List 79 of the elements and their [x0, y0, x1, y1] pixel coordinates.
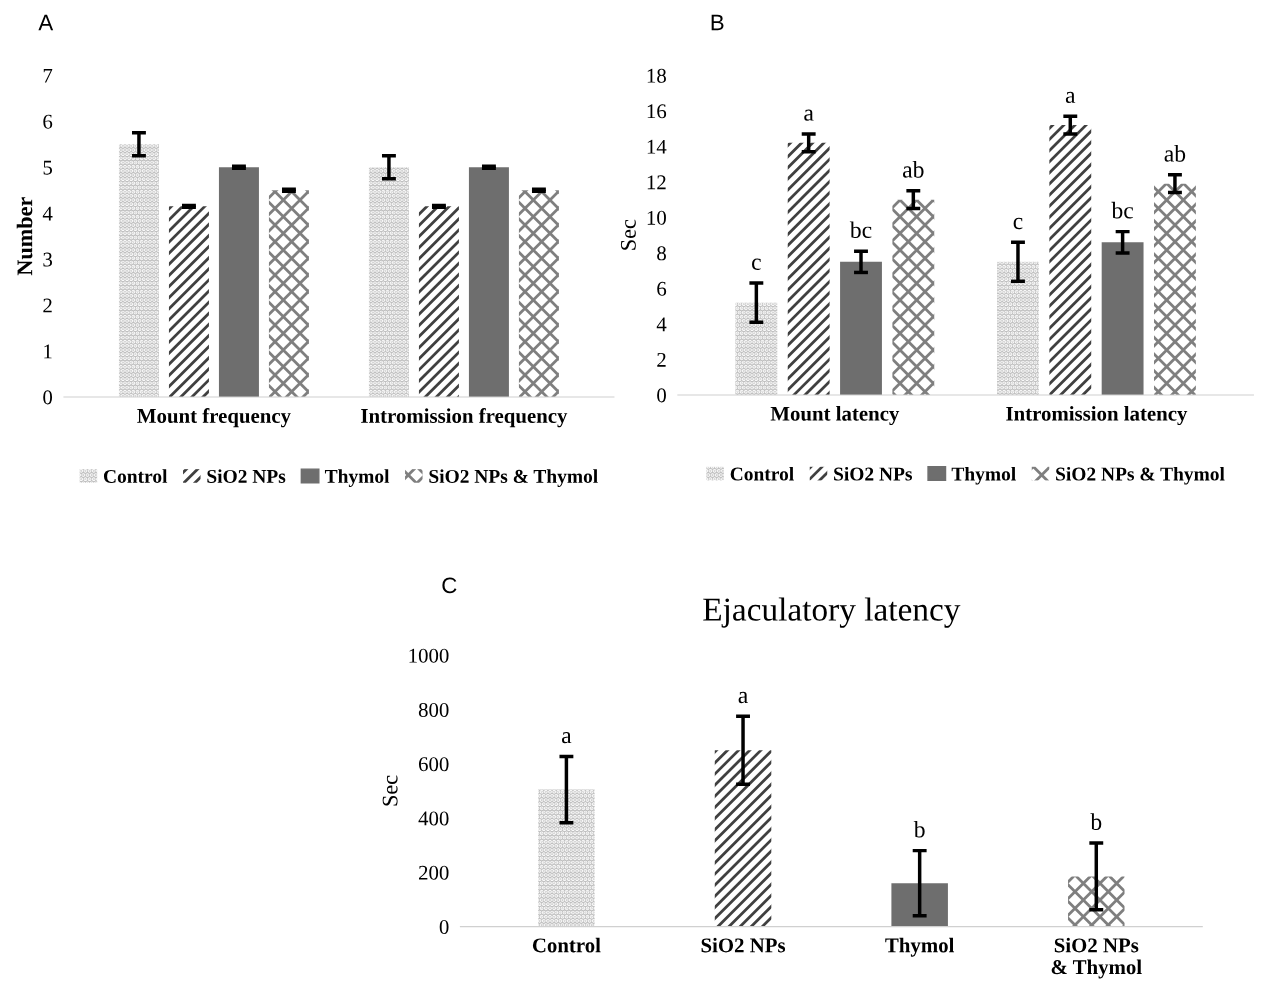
bar [840, 261, 882, 395]
x-tick-label: SiO2 NPs [701, 937, 786, 953]
y-tick-label: 2 [43, 298, 52, 313]
x-tick-label: Control [532, 937, 601, 953]
y-tick-label: 5 [43, 160, 53, 175]
chart-title: Ejaculatory latency [703, 597, 961, 628]
bar [735, 302, 778, 395]
bar [891, 883, 948, 927]
x-tick-label: SiO2 NPs & Thymol [1051, 937, 1142, 979]
y-tick-label: 4 [42, 206, 53, 221]
text: A [38, 14, 54, 31]
x-tick-label: Intromission frequency [361, 408, 568, 428]
y-tick-label: 0 [657, 388, 666, 403]
legend-label: Thymol [324, 469, 390, 487]
y-tick-label: 0 [439, 919, 449, 935]
data-label: a [562, 732, 572, 744]
legend-label: SiO2 NPs [834, 466, 913, 481]
y-tick-label: 1000 [409, 648, 449, 663]
bar [368, 167, 409, 397]
bar [268, 190, 309, 397]
legend-label: SiO2 NPs [207, 469, 286, 483]
y-tick-label: 16 [647, 104, 667, 119]
y-axis-title: Sec [382, 775, 398, 806]
bar [518, 190, 559, 397]
data-label: c [1013, 217, 1023, 230]
y-tick-label: 800 [418, 702, 449, 717]
x-tick-label: Thymol [885, 937, 955, 957]
bar [468, 167, 509, 397]
text: C [442, 577, 457, 594]
y-tick-label: 1 [44, 344, 52, 359]
y-tick-label: 3 [43, 252, 53, 267]
data-label: ab [903, 161, 924, 178]
x-tick-label: Intromission latency [1006, 406, 1188, 426]
y-tick-label: 18 [647, 68, 666, 83]
data-label: b [1090, 813, 1102, 830]
bar [1154, 183, 1196, 395]
bar [168, 206, 209, 397]
data-label: bc [1111, 201, 1134, 219]
x-tick-label: Mount frequency [137, 408, 291, 428]
legend-label: SiO2 NPs & Thymol [1056, 466, 1225, 485]
data-label: a [1065, 91, 1076, 104]
data-label: bc [849, 221, 872, 239]
y-tick-label: 2 [657, 352, 666, 367]
bar [1101, 242, 1144, 395]
data-label: b [913, 820, 925, 838]
legend-label: Control [730, 466, 794, 481]
data-label: ab [1164, 145, 1186, 162]
bar [787, 142, 830, 395]
bar [218, 167, 259, 397]
bar [997, 261, 1039, 395]
y-tick-label: 14 [647, 139, 667, 154]
y-tick-label: 4 [656, 317, 667, 332]
y-tick-label: 0 [43, 390, 53, 405]
y-tick-label: 10 [647, 210, 666, 225]
y-tick-label: 6 [43, 114, 53, 129]
bar [538, 789, 595, 927]
y-tick-label: 6 [657, 281, 667, 296]
x-tick-label: Mount latency [770, 406, 900, 426]
text: B [711, 14, 724, 31]
y-tick-label: 200 [418, 865, 449, 880]
y-tick-label: 400 [418, 811, 449, 826]
y-tick-label: 600 [418, 757, 449, 772]
data-label: a [804, 109, 814, 121]
bar [714, 750, 772, 927]
bar [1068, 876, 1125, 927]
legend-label: Thymol [951, 466, 1016, 485]
bar [892, 199, 935, 395]
bar [118, 144, 159, 397]
y-tick-label: 12 [647, 175, 666, 190]
data-label: a [738, 691, 748, 704]
legend-label: Control [103, 469, 168, 483]
y-axis-title: Sec [620, 219, 636, 250]
data-label: c [752, 258, 761, 270]
bar [1049, 125, 1092, 395]
y-axis-title: Number [16, 197, 33, 276]
legend-label: SiO2 NPs & Thymol [429, 469, 598, 487]
y-tick-label: 8 [657, 246, 666, 261]
bar [418, 206, 459, 397]
y-tick-label: 7 [43, 68, 53, 83]
